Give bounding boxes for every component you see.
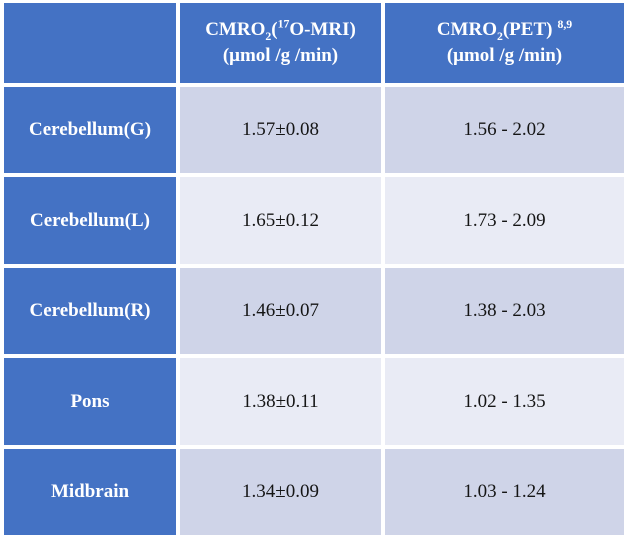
region-cell-pons: Pons [4, 358, 176, 445]
mri-value-cell: 1.34±0.09 [180, 448, 381, 535]
header-pet-unit: (μmol /g /min) [446, 45, 563, 66]
mri-superscript-17: 17 [277, 18, 290, 32]
pet-value-cell: 1.02 - 1.35 [385, 358, 624, 445]
region-cell-cerebellum-g: Cerebellum(G) [4, 87, 176, 174]
mri-value-cell: 1.65±0.12 [180, 177, 381, 264]
region-cell-cerebellum-l: Cerebellum(L) [4, 177, 176, 264]
mri-value-cell: 1.38±0.11 [180, 358, 381, 445]
header-cmro2-mri-cell: CMRO2(17O-MRI) (μmol /g /min) [180, 3, 381, 83]
mri-value-cell: 1.46±0.07 [180, 267, 381, 355]
mri-value-cell: 1.57±0.08 [180, 87, 381, 174]
region-cell-cerebellum-r: Cerebellum(R) [4, 267, 176, 355]
pet-value-cell: 1.38 - 2.03 [385, 267, 624, 355]
region-cell-midbrain: Midbrain [4, 448, 176, 535]
pet-value-cell: 1.03 - 1.24 [385, 448, 624, 535]
pet-value-cell: 1.73 - 2.09 [385, 177, 624, 264]
pet-reference-superscript: 8,9 [557, 18, 573, 32]
header-region-blank-cell [4, 3, 176, 83]
mri-subscript-2: 2 [265, 30, 272, 44]
header-mri-unit: (μmol /g /min) [222, 45, 339, 66]
pet-value-cell: 1.56 - 2.02 [385, 87, 624, 174]
header-pet-title: CMRO2(PET) 8,9 [436, 18, 573, 44]
header-cmro2-pet-cell: CMRO2(PET) 8,9 (μmol /g /min) [385, 3, 624, 83]
header-mri-title: CMRO2(17O-MRI) [205, 18, 356, 44]
cmro2-comparison-table: CMRO2(17O-MRI) (μmol /g /min) CMRO2(PET)… [4, 3, 624, 535]
pet-subscript-2: 2 [496, 30, 503, 44]
